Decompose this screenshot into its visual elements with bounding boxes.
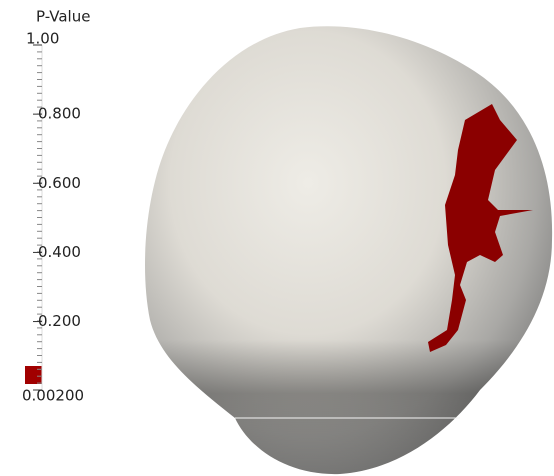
render-view: P-Value 1.00 0.800 0.600 0.400 0.200 0.00200	[0, 0, 554, 476]
tick-label: 1.00	[26, 30, 59, 48]
threshold-swatch	[25, 366, 42, 384]
tick-label: 0.200	[38, 312, 81, 330]
tick-label: 0.00200	[22, 387, 84, 405]
tick-label: 0.800	[38, 105, 81, 123]
page: P-Value 1.000.8000.6000.4000.2000.00200 …	[0, 0, 554, 476]
tick-label: 0.600	[38, 174, 81, 192]
tick-label: 0.400	[38, 243, 81, 261]
legend-title: P-Value	[36, 8, 90, 26]
